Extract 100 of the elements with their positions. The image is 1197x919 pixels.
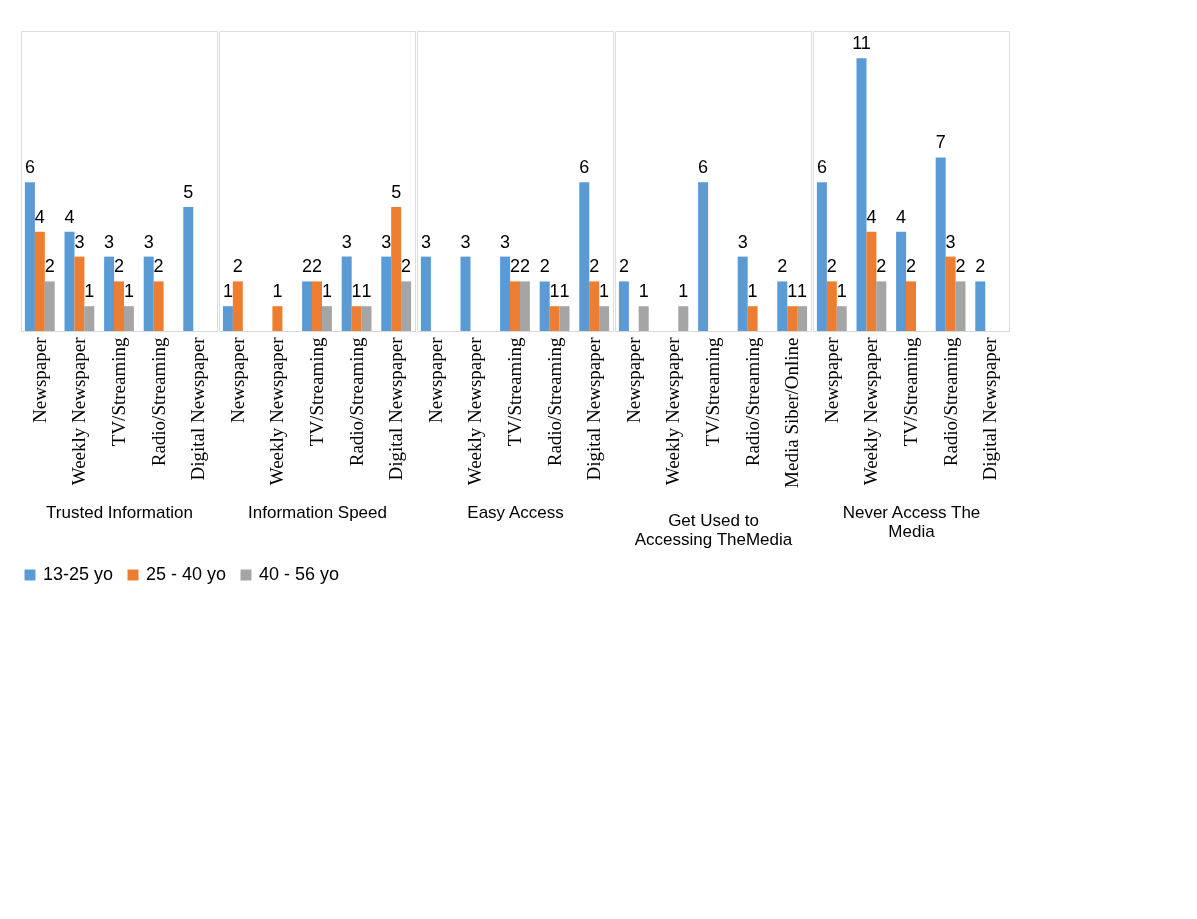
data-label: 2 xyxy=(302,256,313,277)
bar xyxy=(856,58,867,331)
bar xyxy=(34,231,45,331)
bar xyxy=(341,256,352,331)
legend-label: 40 - 56 yo xyxy=(259,564,340,584)
data-label: 3 xyxy=(143,231,154,252)
bar xyxy=(123,306,134,331)
bar xyxy=(153,281,164,331)
x-tick-label: Radio/Streaming xyxy=(741,337,763,467)
data-label: 1 xyxy=(787,281,798,302)
data-label: 3 xyxy=(381,231,392,252)
data-label: 2 xyxy=(311,256,323,277)
bar xyxy=(935,157,946,331)
bar xyxy=(143,256,154,331)
bar xyxy=(519,281,530,331)
data-label: 11 xyxy=(852,33,871,54)
data-label: 2 xyxy=(232,256,243,277)
data-label: 1 xyxy=(361,281,372,302)
data-label: 1 xyxy=(549,281,560,302)
data-label: 3 xyxy=(500,231,511,252)
x-tick-label: Digital Newspaper xyxy=(187,336,209,481)
data-label: 1 xyxy=(351,281,362,302)
bar xyxy=(500,256,511,331)
bar xyxy=(321,306,332,331)
bar xyxy=(579,182,590,331)
bar xyxy=(638,306,649,331)
bar xyxy=(906,281,916,331)
x-tick-label: Weekly Newspaper xyxy=(662,336,684,486)
bar xyxy=(599,306,610,331)
x-tick-label: TV/Streaming xyxy=(702,337,723,447)
bar xyxy=(836,306,847,331)
x-tick-label: Radio/Streaming xyxy=(543,337,565,467)
x-tick-label: Newspaper xyxy=(424,336,446,423)
data-label: 6 xyxy=(579,157,590,178)
bar xyxy=(391,207,402,331)
x-tick-label: Radio/Streaming xyxy=(345,337,367,467)
data-label: 3 xyxy=(737,231,748,252)
bar xyxy=(678,306,689,331)
data-label: 1 xyxy=(321,281,332,302)
bar xyxy=(351,306,362,331)
bar xyxy=(955,281,966,331)
data-label: 1 xyxy=(747,281,758,302)
bar xyxy=(361,306,372,331)
x-tick-label: TV/Streaming xyxy=(108,337,129,447)
bar xyxy=(549,306,560,331)
data-label: 6 xyxy=(816,157,827,178)
bar xyxy=(381,256,392,331)
x-tick-label: Radio/Streaming xyxy=(939,337,961,467)
text: Easy Access xyxy=(467,503,564,523)
data-label: 5 xyxy=(183,182,194,203)
data-label: 4 xyxy=(866,206,877,227)
bar xyxy=(559,306,570,331)
bar xyxy=(539,281,550,331)
bar xyxy=(312,281,322,331)
bar xyxy=(222,306,233,331)
data-label: 4 xyxy=(34,206,45,227)
bar xyxy=(232,281,243,331)
bar xyxy=(64,231,75,331)
bar xyxy=(975,281,986,331)
bar xyxy=(114,281,124,331)
bar xyxy=(460,256,471,331)
data-label: 3 xyxy=(945,231,956,252)
data-label: 2 xyxy=(905,256,917,277)
x-tick-label: Newspaper xyxy=(622,336,644,423)
x-tick-label: Weekly Newspaper xyxy=(464,336,486,486)
bar xyxy=(74,256,85,331)
legend-label: 25 - 40 yo xyxy=(146,564,227,584)
bar xyxy=(183,207,194,331)
data-label: 2 xyxy=(618,256,629,277)
text: Never Access The Media xyxy=(842,503,981,542)
data-label: 2 xyxy=(826,256,837,277)
bar xyxy=(44,281,55,331)
data-label: 2 xyxy=(401,256,412,277)
data-label: 6 xyxy=(24,157,35,178)
bar xyxy=(302,281,313,331)
text: Information Speed xyxy=(248,503,387,523)
bar xyxy=(787,306,798,331)
x-tick-label: Digital Newspaper xyxy=(583,336,605,481)
data-label: 6 xyxy=(698,157,709,178)
x-tick-label: Digital Newspaper xyxy=(979,336,1001,481)
data-label: 3 xyxy=(460,231,471,252)
data-label: 1 xyxy=(222,281,233,302)
data-label: 1 xyxy=(599,281,610,302)
x-tick-label: Radio/Streaming xyxy=(147,337,169,467)
data-label: 3 xyxy=(74,231,85,252)
data-label: 2 xyxy=(113,256,125,277)
x-tick-label: Weekly Newspaper xyxy=(266,336,288,486)
data-label: 3 xyxy=(341,231,352,252)
bar xyxy=(876,281,887,331)
bar xyxy=(866,231,877,331)
x-tick-label: TV/Streaming xyxy=(504,337,525,447)
data-label: 1 xyxy=(84,281,95,302)
bar xyxy=(747,306,758,331)
x-tick-label: Digital Newspaper xyxy=(385,336,407,481)
data-label: 4 xyxy=(896,206,907,227)
data-label: 2 xyxy=(519,256,530,277)
text: Trusted Information xyxy=(46,503,193,523)
bar xyxy=(945,256,956,331)
data-label: 2 xyxy=(876,256,887,277)
bar xyxy=(510,281,520,331)
